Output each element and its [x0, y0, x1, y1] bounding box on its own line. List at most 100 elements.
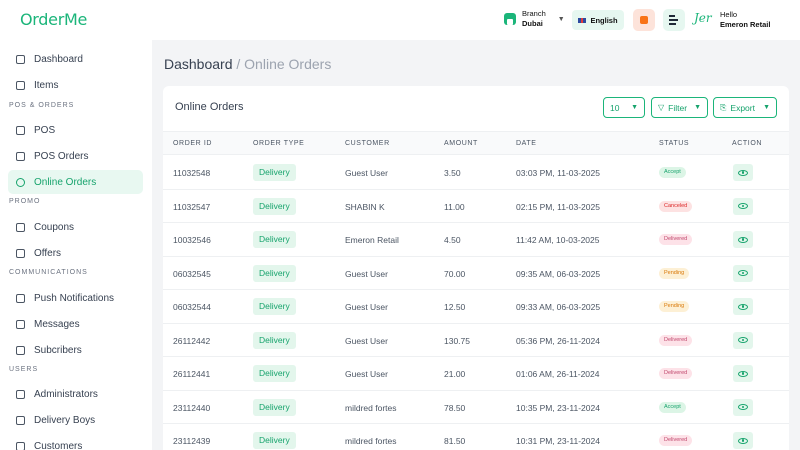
- column-header[interactable]: AMOUNT: [444, 140, 478, 147]
- table-row: 11032547 Delivery SHABIN K 11.00 02:15 PM, 1…: [163, 190, 789, 223]
- language-selector[interactable]: English: [572, 10, 624, 30]
- order-amount: 70.00: [444, 268, 466, 279]
- branch-selector[interactable]: Branch Dubai ▼: [504, 9, 565, 29]
- view-order-button[interactable]: [733, 331, 753, 349]
- view-order-button[interactable]: [733, 164, 753, 181]
- sidebar-item-delivery-boys[interactable]: Delivery Boys: [8, 408, 143, 432]
- sidebar-item-label: Dashboard: [34, 53, 83, 65]
- breadcrumb: Dashboard / Online Orders: [164, 56, 331, 72]
- avatar[interactable]: Jer: [694, 11, 712, 25]
- status-badge: Delivered: [659, 234, 693, 245]
- view-order-button[interactable]: [733, 264, 753, 282]
- sidebar-item-online-orders[interactable]: Online Orders: [8, 170, 143, 194]
- sidebar-item-label: Coupons: [34, 221, 75, 233]
- customers-icon: [16, 441, 25, 450]
- sidebar-item-coupons[interactable]: Coupons: [8, 215, 143, 239]
- sidebar-item-customers[interactable]: Customers: [8, 434, 143, 450]
- order-amount: 78.50: [444, 402, 466, 413]
- table-row: 10032546 Delivery Emeron Retail 4.50 11:42 A…: [163, 223, 789, 257]
- menu-toggle-button[interactable]: [663, 9, 685, 31]
- order-amount: 130.75: [444, 335, 470, 346]
- order-id: 06032545: [173, 268, 211, 279]
- order-id: 10032546: [173, 235, 211, 245]
- status-badge: Delivered: [659, 368, 693, 379]
- eye-icon: [738, 370, 748, 377]
- eye-icon: [738, 169, 748, 176]
- online-orders-icon: [16, 177, 25, 187]
- view-order-button[interactable]: [733, 231, 753, 248]
- order-date: 03:03 PM, 11-03-2025: [516, 168, 600, 178]
- sidebar-item-offers[interactable]: Offers: [8, 241, 143, 265]
- receipt-icon: [16, 151, 25, 161]
- export-button[interactable]: ⎘ Export ▼: [713, 97, 777, 118]
- pos-shortcut-button[interactable]: [633, 9, 655, 31]
- top-bar: OrderMe Branch Dubai ▼ English Jer Hello…: [0, 0, 800, 40]
- order-date: 02:15 PM, 11-03-2025: [516, 201, 600, 212]
- customer-name: Guest User: [345, 168, 388, 178]
- view-order-button[interactable]: [733, 298, 753, 315]
- sidebar-item-items[interactable]: Items: [8, 73, 143, 97]
- subscriber-icon: [16, 345, 25, 355]
- grid-icon: [16, 54, 25, 64]
- table-row: 26112442 Delivery Guest User 130.75 05:36 PM…: [163, 324, 789, 357]
- filter-button[interactable]: ▽ Filter ▼: [651, 97, 708, 118]
- breadcrumb-current: Online Orders: [244, 56, 332, 72]
- breadcrumb-root[interactable]: Dashboard: [164, 56, 233, 72]
- view-order-button[interactable]: [733, 365, 753, 382]
- message-icon: [16, 319, 25, 329]
- sidebar-item-push-notifications[interactable]: Push Notifications: [8, 286, 143, 310]
- table-row: 26112441 Delivery Guest User 21.00 01:06 AM,…: [163, 357, 789, 391]
- section-users: USERS: [9, 366, 39, 373]
- view-order-button[interactable]: [733, 197, 753, 215]
- sidebar-item-subscribers[interactable]: Subcribers: [8, 338, 143, 362]
- sidebar-item-label: POS Orders: [34, 150, 89, 162]
- view-order-button[interactable]: [733, 398, 753, 416]
- flag-icon: [578, 17, 587, 23]
- order-type-badge: Delivery: [253, 398, 296, 416]
- page-size-select[interactable]: 10 ▼: [603, 97, 645, 118]
- breadcrumb-separator: /: [236, 56, 241, 72]
- sidebar-item-messages[interactable]: Messages: [8, 312, 143, 336]
- sidebar-item-label: Online Orders: [34, 176, 97, 188]
- app-logo[interactable]: OrderMe: [20, 10, 88, 29]
- column-header[interactable]: ORDER TYPE: [253, 140, 305, 147]
- status-badge: Pending: [659, 301, 690, 312]
- box-icon: [16, 80, 25, 90]
- sidebar-item-dashboard[interactable]: Dashboard: [8, 47, 143, 71]
- sidebar-item-pos-orders[interactable]: POS Orders: [8, 144, 143, 168]
- sidebar-item-label: Customers: [34, 440, 83, 450]
- sidebar-item-pos[interactable]: POS: [8, 118, 143, 142]
- column-header[interactable]: CUSTOMER: [345, 140, 390, 147]
- section-communications: COMMUNICATIONS: [9, 269, 88, 276]
- order-type-badge: Delivery: [253, 432, 296, 449]
- section-promo: PROMO: [9, 198, 41, 205]
- user-menu[interactable]: Hello Emeron Retail: [720, 10, 770, 30]
- view-order-button[interactable]: [733, 432, 753, 449]
- page-size-value: 10: [610, 102, 620, 113]
- table-row: 06032544 Delivery Guest User 12.50 09:33 AM,…: [163, 290, 789, 324]
- export-label: Export: [730, 102, 755, 113]
- order-id: 23112440: [173, 402, 211, 413]
- column-header[interactable]: STATUS: [659, 140, 690, 147]
- table-row: 23112440 Delivery mildred fortes 78.50 10:35…: [163, 391, 789, 424]
- order-amount: 21.00: [444, 369, 466, 379]
- pos-icon: [16, 125, 25, 135]
- sidebar-item-administrators[interactable]: Administrators: [8, 382, 143, 406]
- orders-card: Online Orders 10 ▼ ▽ Filter ▼ ⎘ Export ▼…: [163, 86, 789, 450]
- filter-label: Filter: [668, 102, 688, 113]
- order-amount: 3.50: [444, 168, 461, 178]
- store-icon: [504, 13, 516, 25]
- chevron-down-icon: ▼: [763, 104, 770, 111]
- order-id: 23112439: [173, 436, 211, 446]
- sidebar-item-label: Delivery Boys: [34, 414, 96, 426]
- sidebar-item-label: Messages: [34, 318, 80, 330]
- column-header[interactable]: DATE: [516, 140, 537, 147]
- card-title: Online Orders: [175, 101, 244, 113]
- column-header: ACTION: [732, 140, 763, 147]
- customer-name: Guest User: [345, 369, 388, 379]
- status-badge: Canceled: [659, 200, 693, 212]
- order-type-badge: Delivery: [253, 264, 296, 282]
- column-header[interactable]: ORDER ID: [173, 140, 213, 147]
- menu-icon: [669, 15, 675, 17]
- bell-icon: [16, 293, 25, 303]
